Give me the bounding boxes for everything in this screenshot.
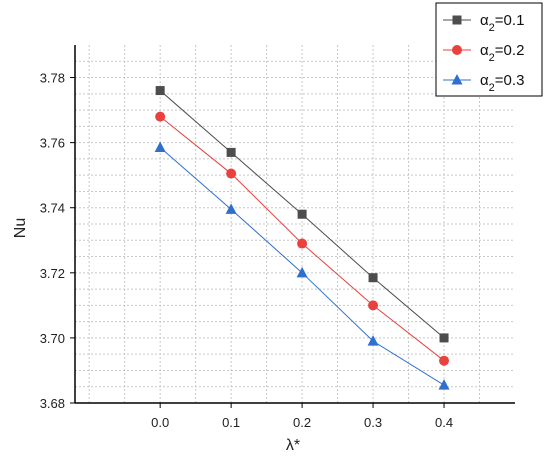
series-2 [155, 111, 450, 366]
labels: λ* Nu [12, 218, 300, 454]
data-point [155, 86, 165, 96]
x-axis-title: λ* [286, 437, 300, 454]
data-point [439, 355, 450, 366]
data-point [154, 141, 166, 153]
data-point [226, 147, 236, 157]
grid [75, 45, 515, 403]
data-point [368, 300, 379, 311]
y-tick-label: 3.72 [40, 266, 65, 281]
data-point [225, 203, 237, 214]
data-point [226, 168, 237, 179]
series-3 [154, 141, 450, 390]
data-point [367, 335, 379, 346]
axes: 0.0 0.1 0.2 0.3 0.4 3.68 3.70 3.72 3.74 3.76 3.78 [40, 45, 515, 430]
data-point [155, 111, 166, 122]
legend-marker [452, 45, 462, 55]
legend-marker [452, 15, 462, 25]
data-point [368, 273, 378, 283]
y-tick-label: 3.70 [40, 331, 65, 346]
legend-label: α2=0.2 [480, 42, 524, 64]
x-tick-label: 0.2 [293, 415, 311, 430]
y-tick-label: 3.78 [40, 71, 65, 86]
data-point [439, 333, 449, 343]
x-tick-label: 0.1 [222, 415, 240, 430]
data-point [296, 266, 308, 278]
data-point [297, 238, 308, 249]
x-tick-label: 0.3 [364, 415, 382, 430]
y-tick-label: 3.76 [40, 136, 65, 151]
x-tick-label: 0.0 [151, 415, 169, 430]
data-point [438, 379, 450, 390]
y-tick-label: 3.74 [40, 201, 65, 216]
y-tick-label: 3.68 [40, 396, 65, 411]
legend-marker [451, 74, 463, 85]
data-point [297, 209, 307, 219]
legend: α2=0.1 α2=0.2 α2=0.3 [435, 2, 543, 97]
series-1 [155, 86, 449, 343]
x-tick-label: 0.4 [435, 415, 453, 430]
legend-label: α2=0.3 [480, 72, 524, 94]
series [154, 86, 450, 390]
legend-label: α2=0.1 [480, 12, 524, 34]
y-axis-title: Nu [12, 218, 29, 238]
